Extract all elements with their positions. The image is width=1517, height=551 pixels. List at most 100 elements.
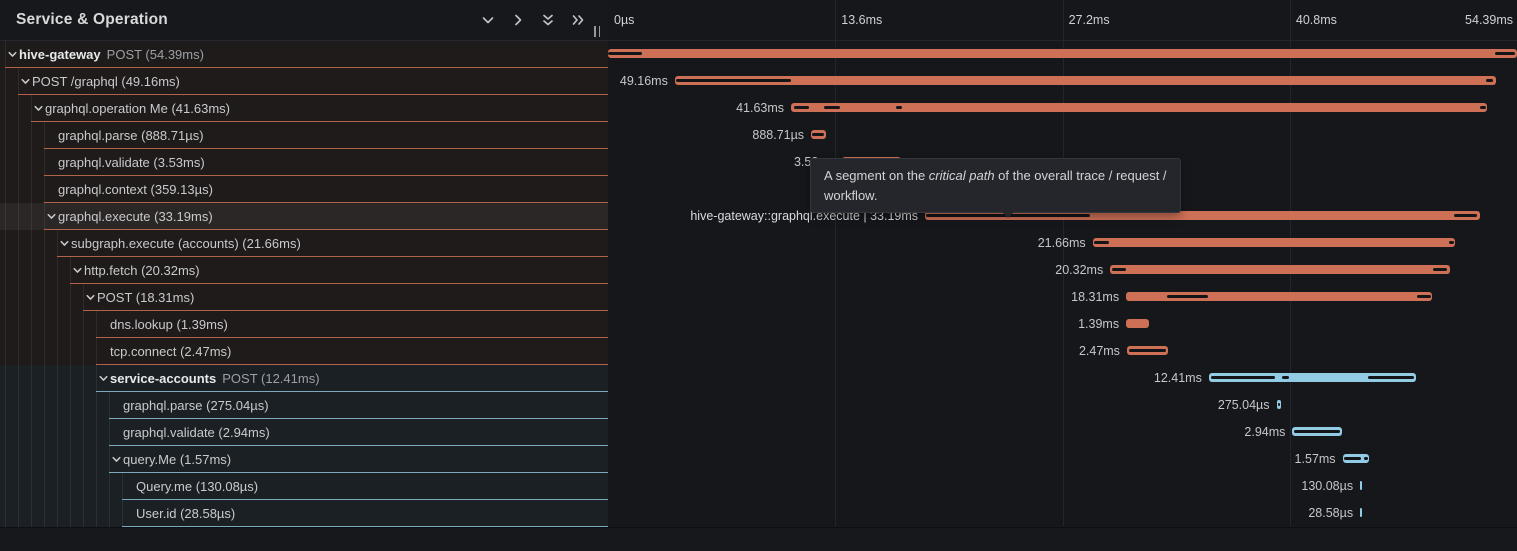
indent-guides — [0, 41, 6, 68]
span-name-row[interactable]: query.Me (1.57ms) — [0, 446, 608, 473]
span-name-row[interactable]: graphql.validate (2.94ms) — [0, 419, 608, 446]
tooltip-text: A segment on the — [824, 168, 929, 183]
indent-guides — [0, 392, 110, 419]
expander-chevron-icon — [44, 156, 58, 170]
expander-chevron-icon[interactable] — [18, 75, 32, 89]
span-bar-row[interactable]: 130.08µs — [608, 473, 1517, 500]
span-duration-label: 49.16ms — [619, 74, 668, 88]
timeline-tick-label: 40.8ms — [1295, 13, 1337, 27]
span-name-content: service-accounts POST (12.41ms) — [0, 371, 320, 386]
span-name-row[interactable]: graphql.context (359.13µs) — [0, 176, 608, 203]
span-bar-row[interactable]: 49.16ms — [608, 68, 1517, 95]
span-name-content: http.fetch (20.32ms) — [0, 263, 200, 278]
operation-and-duration: User.id (28.58µs) — [136, 506, 236, 521]
timeline-gridline — [1290, 0, 1291, 526]
span-name-row[interactable]: service-accounts POST (12.41ms) — [0, 365, 608, 392]
row-underline — [57, 256, 608, 257]
critical-path-segment — [1432, 268, 1447, 271]
span-bar-row[interactable]: 888.71µs — [608, 122, 1517, 149]
expander-chevron-icon — [122, 480, 136, 494]
expander-chevron-icon[interactable] — [57, 237, 71, 251]
span-name-row[interactable]: dns.lookup (1.39ms) — [0, 311, 608, 338]
row-underline — [109, 418, 608, 419]
span-name-row[interactable]: Query.me (130.08µs) — [0, 473, 608, 500]
critical-path-segment — [1454, 214, 1478, 217]
span-bar[interactable] — [1360, 508, 1363, 517]
double-chevron-down-icon[interactable] — [539, 12, 556, 29]
span-name-row[interactable]: POST (18.31ms) — [0, 284, 608, 311]
span-bar-row[interactable]: 275.04µs — [608, 392, 1517, 419]
row-underline — [122, 526, 608, 527]
timeline-tick-label: 27.2ms — [1068, 13, 1110, 27]
critical-path-segment — [1211, 376, 1275, 379]
critical-path-segment — [896, 106, 903, 109]
span-bar[interactable] — [1110, 265, 1450, 274]
span-bar-row[interactable]: 1.57ms — [608, 446, 1517, 473]
operation-and-duration: Query.me (130.08µs) — [136, 479, 259, 494]
span-name-row[interactable]: hive-gateway POST (54.39ms) — [0, 41, 608, 68]
span-duration-label: 888.71µs — [752, 128, 805, 142]
span-name-row[interactable]: subgraph.execute (accounts) (21.66ms) — [0, 230, 608, 257]
critical-path-segment — [1282, 376, 1290, 379]
span-bar-row[interactable]: 41.63ms — [608, 95, 1517, 122]
row-underline — [44, 229, 608, 230]
critical-path-segment — [1480, 106, 1487, 109]
expander-chevron-icon[interactable] — [70, 264, 84, 278]
expander-chevron-icon[interactable] — [5, 48, 19, 62]
span-bar[interactable] — [925, 211, 1480, 220]
expander-chevron-icon — [96, 345, 110, 359]
service-operation-panel: Service & Operation hive-gateway POST (54… — [0, 0, 608, 527]
span-bar[interactable] — [791, 103, 1487, 112]
operation-and-duration: graphql.operation Me (41.63ms) — [45, 101, 230, 116]
span-bar[interactable] — [1126, 292, 1433, 301]
span-name-row[interactable]: graphql.operation Me (41.63ms) — [0, 95, 608, 122]
span-name-content: POST /graphql (49.16ms) — [0, 74, 180, 89]
critical-path-segment — [1111, 268, 1127, 271]
span-duration-label: 275.04µs — [1217, 398, 1270, 412]
span-name-row[interactable]: graphql.parse (275.04µs) — [0, 392, 608, 419]
span-name-row[interactable]: graphql.execute (33.19ms) — [0, 203, 608, 230]
indent-guides — [0, 284, 84, 311]
span-bar-row[interactable] — [608, 41, 1517, 68]
span-bar[interactable] — [1208, 373, 1417, 382]
row-underline — [122, 499, 608, 500]
row-underline — [70, 283, 608, 284]
span-name-content: POST (18.31ms) — [0, 290, 194, 305]
span-name-row[interactable]: tcp.connect (2.47ms) — [0, 338, 608, 365]
double-chevron-right-icon[interactable] — [569, 12, 586, 29]
span-duration-label: 21.66ms — [1037, 236, 1086, 250]
span-bar[interactable] — [608, 49, 1517, 58]
span-bar[interactable] — [1360, 481, 1363, 490]
span-name-row[interactable]: POST /graphql (49.16ms) — [0, 68, 608, 95]
span-name-row[interactable]: graphql.parse (888.71µs) — [0, 122, 608, 149]
span-bar[interactable] — [674, 76, 1497, 85]
indent-guides — [0, 95, 32, 122]
expander-chevron-icon[interactable] — [109, 453, 123, 467]
span-bar-row[interactable]: 28.58µs — [608, 500, 1517, 527]
span-bar-row[interactable]: 20.32ms — [608, 257, 1517, 284]
expander-chevron-icon[interactable] — [83, 291, 97, 305]
chevron-right-icon[interactable] — [509, 12, 526, 29]
indent-guides — [0, 446, 110, 473]
span-bar-row[interactable]: 2.47ms — [608, 338, 1517, 365]
span-name-row[interactable]: graphql.validate (3.53ms) — [0, 149, 608, 176]
expander-chevron-icon[interactable] — [44, 210, 58, 224]
timeline-tick-label: 0µs — [614, 13, 635, 27]
chevron-down-icon[interactable] — [479, 12, 496, 29]
span-bar-row[interactable]: 12.41ms — [608, 365, 1517, 392]
span-bar[interactable] — [1092, 238, 1455, 247]
expander-chevron-icon — [44, 129, 58, 143]
expander-chevron-icon[interactable] — [31, 102, 45, 116]
indent-guides — [0, 257, 71, 284]
timeline-axis: 0µs 13.6ms 27.2ms 40.8ms 54.39ms — [608, 0, 1517, 41]
span-bar-row[interactable]: 2.94ms — [608, 419, 1517, 446]
span-bar-row[interactable]: 18.31ms — [608, 284, 1517, 311]
span-name-row[interactable]: User.id (28.58µs) — [0, 500, 608, 527]
span-bar[interactable] — [1126, 319, 1150, 328]
expander-chevron-icon[interactable] — [96, 372, 110, 386]
span-bar-row[interactable]: 1.39ms — [608, 311, 1517, 338]
span-bar-row[interactable]: 21.66ms — [608, 230, 1517, 257]
panel-resize-handle[interactable] — [591, 25, 603, 38]
span-name-row[interactable]: http.fetch (20.32ms) — [0, 257, 608, 284]
indent-guides — [0, 419, 110, 446]
